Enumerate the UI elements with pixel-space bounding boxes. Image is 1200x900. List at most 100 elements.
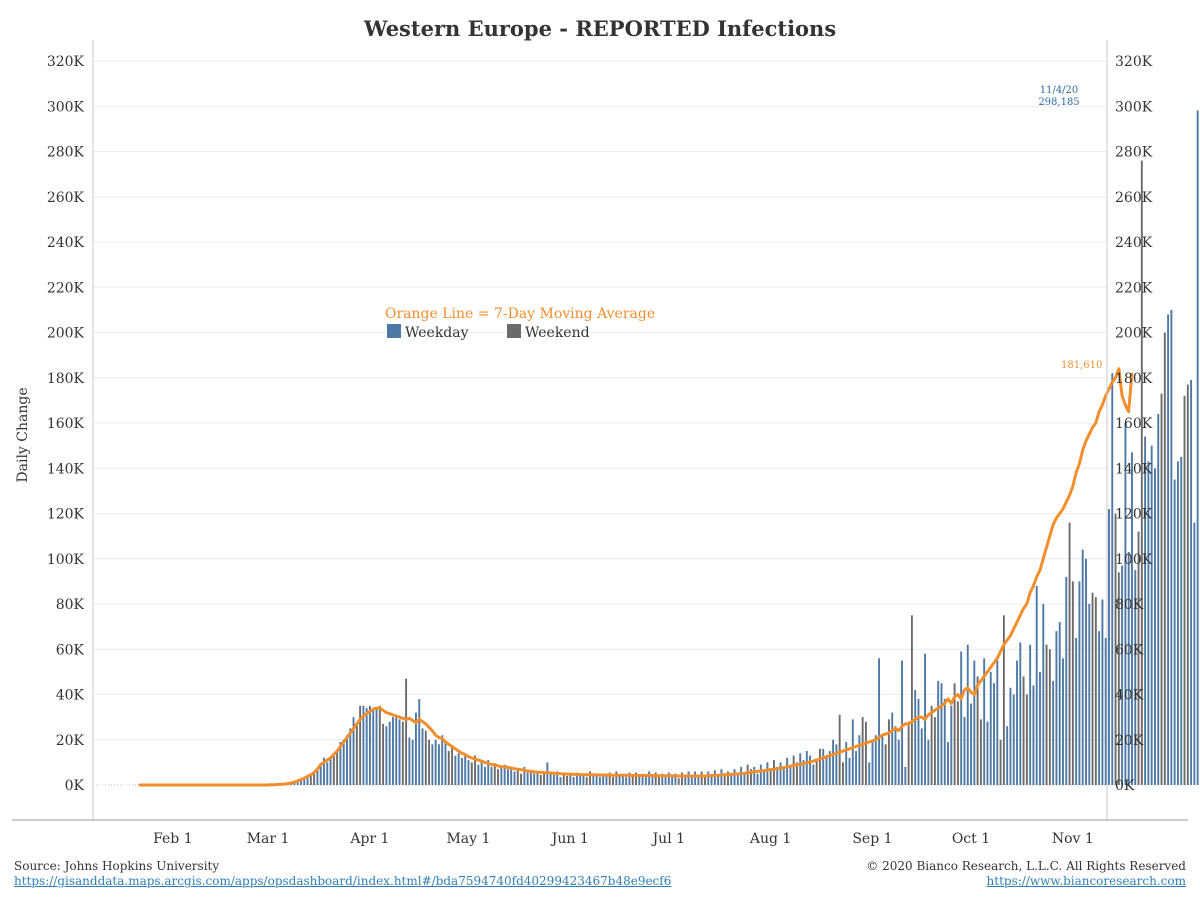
weekday-bar	[920, 728, 923, 785]
weekday-bar	[671, 775, 674, 785]
weekend-bar	[1186, 384, 1189, 785]
weekday-bar	[319, 764, 322, 785]
weekday-bar	[828, 751, 831, 785]
weekday-bar	[963, 717, 966, 785]
weekend-bar	[309, 774, 312, 785]
weekday-bar	[881, 735, 884, 785]
weekday-bar	[1154, 468, 1156, 785]
weekday-bar	[894, 726, 897, 785]
weekday-bar	[460, 757, 463, 785]
weekday-bar	[316, 769, 319, 785]
weekend-bar	[887, 719, 890, 785]
weekend-bar	[1094, 597, 1097, 785]
weekday-bar	[323, 757, 325, 785]
weekday-bar	[858, 735, 861, 785]
weekday-bar	[503, 764, 506, 785]
weekday-bar	[917, 699, 920, 785]
weekday-bar	[943, 699, 946, 785]
weekday-bar	[1009, 687, 1012, 785]
weekend-bar	[608, 772, 611, 785]
weekday-bar	[628, 772, 631, 785]
gridlines	[93, 60, 1107, 786]
legend-weekend-swatch	[507, 324, 521, 338]
weekday-bar	[490, 766, 493, 785]
weekday-bar	[1085, 558, 1087, 785]
weekday-bar	[339, 742, 342, 785]
weekend-bar	[562, 773, 565, 785]
y-tick-label-left: 60K	[56, 642, 85, 658]
weekend-bar	[405, 678, 408, 785]
weekday-bar	[372, 710, 375, 785]
weekday-bar	[1006, 726, 1009, 785]
weekday-bar	[950, 705, 953, 785]
weekday-bar	[506, 769, 509, 785]
x-tick-label: Mar 1	[247, 831, 290, 847]
source-link[interactable]: https://gisanddata.maps.arcgis.com/apps/…	[14, 874, 672, 888]
weekday-bar	[444, 742, 447, 785]
weekend-bar	[769, 769, 772, 785]
weekday-bar	[766, 762, 769, 785]
weekday-bar	[891, 712, 894, 785]
weekday-bar	[1029, 644, 1032, 785]
weekday-bar	[306, 776, 309, 785]
weekend-bar	[864, 721, 867, 785]
y-tick-label-left: 80K	[56, 597, 85, 613]
weekday-bar	[552, 774, 555, 785]
weekday-bar	[296, 780, 299, 785]
weekday-bar	[736, 773, 739, 785]
weekday-bar	[392, 717, 394, 785]
weekday-bar	[1055, 631, 1058, 785]
weekend-bar	[818, 748, 821, 785]
weekday-bar	[937, 680, 940, 785]
weekday-bar	[1058, 622, 1061, 785]
weekday-bar	[365, 708, 368, 785]
weekend-bar	[1068, 522, 1071, 785]
weekend-bar	[382, 723, 385, 785]
weekend-bar	[631, 775, 634, 785]
weekend-bar	[378, 705, 381, 785]
weekend-bar	[999, 739, 1002, 785]
weekday-bar	[1108, 508, 1110, 785]
weekend-bar	[516, 769, 519, 785]
weekday-bar	[1134, 570, 1137, 785]
weekday-bar	[621, 773, 624, 785]
weekday-bar	[799, 753, 802, 785]
weekday-bar	[1081, 549, 1084, 785]
y-tick-label-left: 300K	[47, 99, 85, 115]
weekday-bar	[786, 757, 789, 785]
weekday-bar	[667, 772, 670, 785]
y-axis-right: 0K 20K 40K 60K 80K 100K 120K 140K 160K 180K 200K 22…	[1115, 54, 1153, 794]
weekday-bar	[638, 775, 641, 785]
weekday-bar	[388, 721, 391, 785]
weekday-bar	[763, 771, 766, 785]
weekday-bar	[559, 777, 562, 785]
weekday-bar	[1039, 671, 1041, 785]
weekday-bar	[947, 742, 949, 785]
weekend-bar	[470, 762, 473, 785]
weekend-bar	[336, 751, 339, 785]
weekday-bar	[303, 778, 306, 785]
x-tick-label: May 1	[446, 831, 490, 847]
weekday-bar	[1180, 456, 1183, 785]
weekday-bar	[690, 775, 693, 785]
legend-weekday-swatch	[387, 324, 401, 338]
weekday-bar	[346, 735, 348, 785]
weekday-bar	[595, 773, 598, 785]
weekday-bar	[996, 660, 999, 785]
y-axis-left: 0K 20K 40K 60K 80K 100K 120K 140K 160K 180K 200K 22…	[47, 54, 85, 794]
weekend-bar	[451, 746, 454, 785]
y-tick-label-left: 180K	[47, 371, 85, 387]
weekday-bar	[983, 658, 986, 785]
weekend-bar	[838, 714, 841, 785]
weekday-bar	[408, 737, 411, 785]
site-link[interactable]: https://www.biancoresearch.com	[986, 874, 1186, 888]
y-tick-label-right: 0K	[1115, 778, 1135, 794]
weekday-bar	[529, 771, 532, 785]
y-tick-label-left: 120K	[47, 507, 85, 523]
weekday-bar	[644, 777, 647, 785]
weekday-bar	[1078, 581, 1081, 785]
weekday-bar	[1196, 110, 1199, 785]
weekday-bar	[874, 735, 877, 785]
weekday-bar	[710, 775, 713, 785]
